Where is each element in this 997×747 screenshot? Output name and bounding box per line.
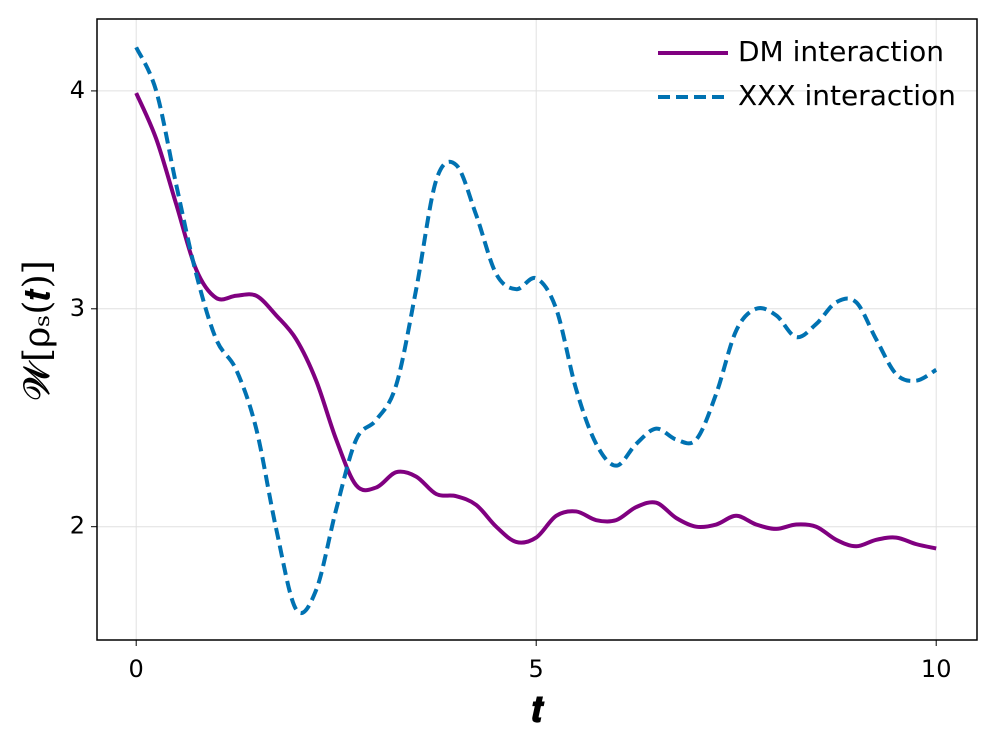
series-line [134,92,937,551]
legend-label: XXX interaction [738,79,956,112]
x-tick-label: 10 [921,655,952,683]
x-tick-label: 0 [129,655,144,683]
y-axis-label: 𝓦[ρₛ(𝒕)] [17,260,58,399]
x-tick-label: 5 [529,655,544,683]
series-line [134,46,938,616]
x-axis-label: 𝒕 [532,688,545,730]
y-tick-label: 4 [70,76,85,104]
y-tick-label: 3 [70,294,85,322]
y-tick-label: 2 [70,512,85,540]
plot-frame [96,18,978,641]
legend-label: DM interaction [738,35,944,68]
